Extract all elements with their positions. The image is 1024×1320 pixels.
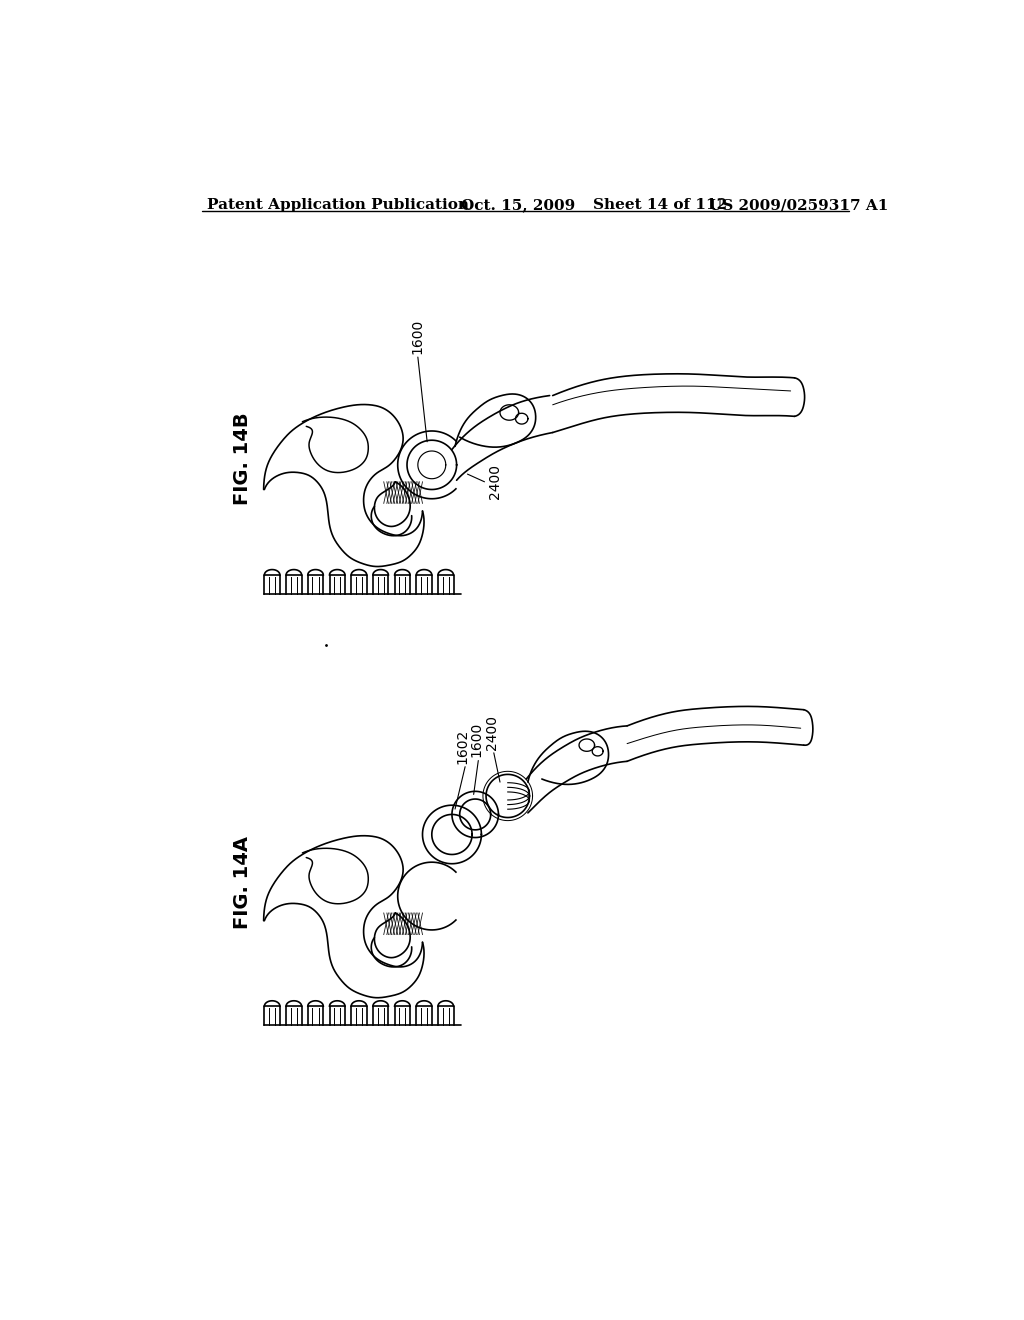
Text: FIG. 14A: FIG. 14A <box>233 836 252 929</box>
Text: Patent Application Publication: Patent Application Publication <box>207 198 469 213</box>
Text: Sheet 14 of 112: Sheet 14 of 112 <box>593 198 727 213</box>
Text: US 2009/0259317 A1: US 2009/0259317 A1 <box>710 198 889 213</box>
Text: 1600: 1600 <box>410 318 424 354</box>
Text: Oct. 15, 2009: Oct. 15, 2009 <box>461 198 575 213</box>
Text: 2400: 2400 <box>485 714 500 750</box>
Text: 2400: 2400 <box>488 465 503 499</box>
Text: 1602: 1602 <box>456 729 470 763</box>
Text: FIG. 14B: FIG. 14B <box>233 412 252 506</box>
Text: 1600: 1600 <box>470 722 483 758</box>
